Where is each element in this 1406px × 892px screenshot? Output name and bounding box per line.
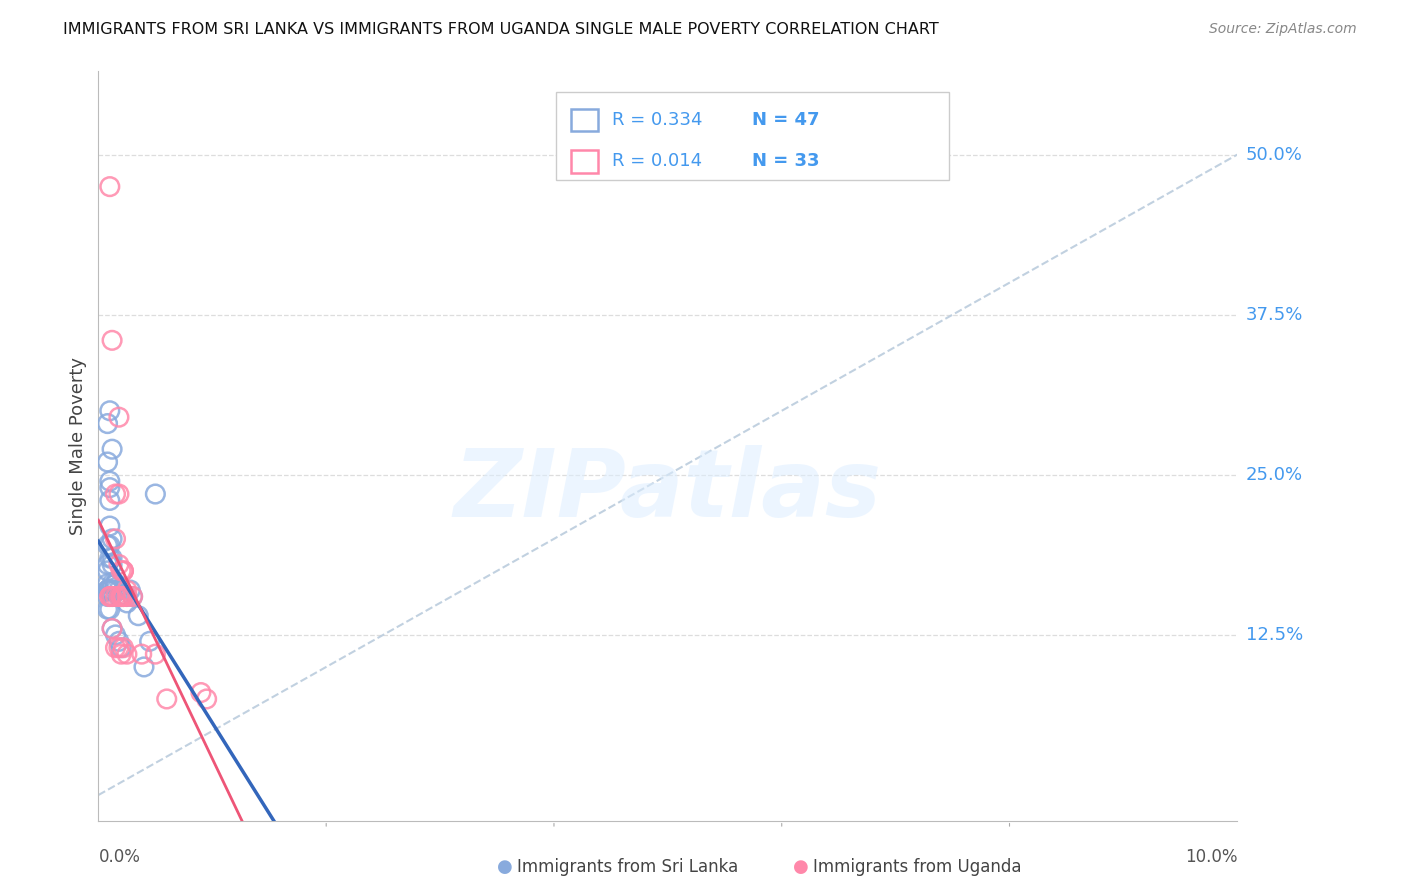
Text: 25.0%: 25.0% (1246, 466, 1303, 483)
Point (98, 481, 121, 495)
Point (115, 583, 138, 598)
FancyBboxPatch shape (557, 92, 949, 180)
Text: 0.0%: 0.0% (98, 848, 141, 866)
Point (112, 564, 135, 578)
Point (96, 417, 118, 431)
Point (101, 334, 124, 348)
Point (112, 640, 135, 655)
Point (110, 590, 132, 604)
Text: Immigrants from Uganda: Immigrants from Uganda (813, 858, 1021, 876)
Point (96, 590, 118, 604)
Point (98, 551, 121, 566)
Point (115, 596, 138, 610)
Point (110, 647, 132, 661)
Point (96, 602, 118, 616)
Point (131, 647, 153, 661)
Point (96, 564, 118, 578)
Point (101, 558, 124, 572)
Point (96, 455, 118, 469)
Text: IMMIGRANTS FROM SRI LANKA VS IMMIGRANTS FROM UGANDA SINGLE MALE POVERTY CORRELAT: IMMIGRANTS FROM SRI LANKA VS IMMIGRANTS … (63, 22, 939, 37)
Point (108, 590, 131, 604)
Point (138, 634, 160, 648)
Point (145, 487, 167, 501)
Text: R = 0.014: R = 0.014 (612, 153, 702, 170)
Point (101, 590, 124, 604)
Point (96, 538, 118, 552)
Text: 12.5%: 12.5% (1246, 626, 1303, 644)
Text: ●: ● (793, 858, 808, 876)
Point (121, 590, 143, 604)
Point (101, 442, 124, 457)
Text: ●: ● (498, 858, 513, 876)
Point (104, 590, 127, 604)
Point (98, 590, 121, 604)
Point (108, 634, 131, 648)
Point (98, 538, 121, 552)
Point (120, 583, 142, 598)
Point (108, 590, 131, 604)
Point (98, 602, 121, 616)
Point (108, 583, 131, 598)
Point (115, 590, 138, 604)
Y-axis label: Single Male Poverty: Single Male Poverty (69, 357, 87, 535)
Point (104, 576, 127, 591)
Point (98, 590, 121, 604)
Point (115, 647, 138, 661)
Point (101, 532, 124, 546)
Point (190, 685, 212, 699)
Point (108, 558, 131, 572)
Point (98, 404, 121, 418)
Point (96, 576, 118, 591)
Point (101, 622, 124, 636)
Text: ZIPatlas: ZIPatlas (454, 445, 882, 537)
Point (108, 640, 131, 655)
Text: 10.0%: 10.0% (1185, 848, 1237, 866)
Point (112, 564, 135, 578)
Point (101, 583, 124, 598)
Point (101, 576, 124, 591)
Text: Immigrants from Sri Lanka: Immigrants from Sri Lanka (517, 858, 738, 876)
Text: Source: ZipAtlas.com: Source: ZipAtlas.com (1209, 22, 1357, 37)
Point (104, 583, 127, 598)
Point (108, 487, 131, 501)
Point (101, 590, 124, 604)
Point (98, 179, 121, 194)
Point (98, 583, 121, 598)
Point (127, 608, 149, 623)
Point (96, 583, 118, 598)
Point (195, 692, 218, 706)
Point (112, 590, 135, 604)
Point (112, 590, 135, 604)
Point (98, 474, 121, 488)
Text: 37.5%: 37.5% (1246, 306, 1303, 324)
Point (98, 583, 121, 598)
Text: N = 33: N = 33 (752, 153, 820, 170)
Point (104, 532, 127, 546)
Point (98, 519, 121, 533)
Point (110, 640, 132, 655)
Point (101, 551, 124, 566)
Point (104, 640, 127, 655)
Point (104, 576, 127, 591)
Point (121, 590, 143, 604)
Point (104, 628, 127, 642)
Point (132, 660, 155, 674)
Text: 50.0%: 50.0% (1246, 145, 1302, 163)
Text: R = 0.334: R = 0.334 (612, 112, 703, 129)
Point (96, 583, 118, 598)
Point (108, 410, 131, 425)
Point (104, 487, 127, 501)
Point (110, 564, 132, 578)
Point (115, 590, 138, 604)
Point (156, 692, 179, 706)
Point (101, 622, 124, 636)
Point (145, 647, 167, 661)
Point (104, 576, 127, 591)
Point (112, 590, 135, 604)
Point (98, 493, 121, 508)
Text: N = 47: N = 47 (752, 112, 820, 129)
Point (110, 590, 132, 604)
Point (96, 558, 118, 572)
Point (110, 590, 132, 604)
